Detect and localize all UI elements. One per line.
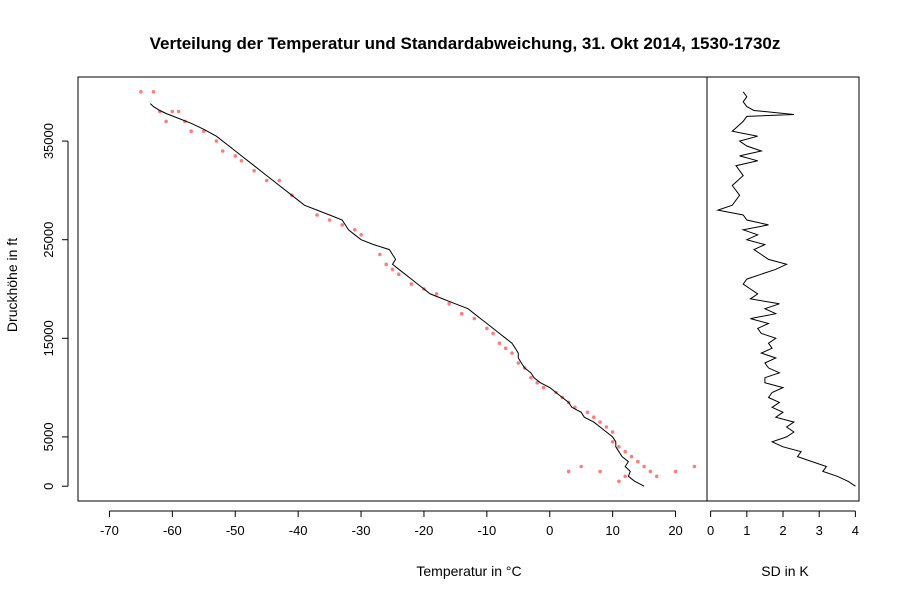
temperature-point [264, 178, 269, 183]
y-tick-label: 25000 [41, 222, 56, 258]
temperature-point [642, 464, 646, 469]
sd-tick-label: 3 [816, 523, 823, 538]
x-tick-label: 20 [668, 523, 682, 538]
standard-deviation-panel: 0 1 2 3 4 SD in K [706, 76, 860, 579]
chart-title: Verteilung der Temperatur und Standardab… [150, 34, 781, 53]
temperature-point [485, 326, 489, 331]
sd-tick-label: 4 [852, 523, 859, 538]
standard-deviation-line [715, 91, 856, 487]
temperature-point [252, 168, 256, 173]
temperature-point [390, 267, 395, 272]
temperature-point [315, 213, 319, 217]
x-axis-label: Temperatur in °C [416, 563, 521, 579]
temperature-point [164, 119, 168, 124]
temperature-point [170, 109, 175, 114]
temperature-point [434, 292, 439, 296]
pressure-y-ticks: 0 5000 15000 25000 35000 [41, 123, 69, 490]
temperature-point [327, 218, 332, 222]
temperature-point [239, 159, 244, 163]
temperature-point [378, 252, 382, 257]
temperature-point [598, 469, 602, 474]
y-tick-label: 15000 [41, 320, 56, 356]
temperature-point [139, 90, 143, 94]
x-tick-label: -10 [477, 523, 496, 538]
temperature-point [233, 154, 238, 158]
y-tick-label: 35000 [41, 123, 56, 159]
temperature-point [353, 228, 357, 232]
temperature-scatter-group [139, 90, 697, 484]
temperature-point [214, 139, 219, 143]
temperature-point [459, 311, 464, 316]
sd-x-ticks: 0 1 2 3 4 [707, 510, 859, 538]
x-tick-label: -70 [100, 523, 119, 538]
mean-temperature-line [149, 103, 645, 487]
temperature-point [516, 361, 521, 365]
temperature-point [472, 316, 477, 321]
sd-axis-label: SD in K [761, 563, 809, 579]
temperature-point [566, 469, 571, 474]
temperature-point [692, 464, 697, 469]
temperature-point [610, 430, 615, 434]
temperature-point [510, 351, 514, 355]
temperature-point [629, 454, 634, 459]
x-tick-label: 0 [546, 523, 553, 538]
temperature-point [648, 469, 653, 474]
y-axis-label: Druckhöhe in ft [4, 238, 20, 332]
temperature-point [636, 459, 640, 464]
temperature-point [541, 385, 546, 390]
temperature-point [409, 282, 414, 286]
temperature-point [585, 410, 590, 415]
temperature-point [397, 272, 401, 277]
temperature-point [610, 440, 615, 444]
x-tick-label: -60 [163, 523, 182, 538]
temperature-point [623, 449, 627, 454]
temperature-point [579, 464, 583, 469]
temperature-point [176, 109, 181, 114]
temperature-point [535, 380, 539, 385]
x-tick-label: -30 [352, 523, 371, 538]
temperature-point [654, 474, 659, 479]
temperature-panel: -70 -60 -50 -40 -30 -20 -10 0 10 20 0 5000 15000 250… [4, 76, 708, 579]
temperature-point [598, 420, 602, 424]
temperature-point [340, 223, 345, 227]
temperature-point [384, 262, 389, 267]
temperature-point [277, 178, 282, 183]
temperature-point [529, 375, 533, 380]
sd-tick-label: 1 [743, 523, 750, 538]
temperature-x-ticks: -70 -60 -50 -40 -30 -20 -10 0 10 20 [100, 510, 683, 538]
sd-tick-label: 2 [779, 523, 786, 538]
x-tick-label: -20 [415, 523, 434, 538]
temperature-point [604, 425, 609, 429]
temperature-point [189, 129, 193, 133]
temperature-point [220, 149, 225, 153]
temperature-point [503, 346, 508, 351]
temperature-point [447, 302, 451, 306]
temperature-point [491, 331, 495, 336]
right-plot-frame [706, 76, 860, 502]
temperature-point [617, 479, 621, 484]
x-tick-label: 10 [605, 523, 619, 538]
sd-tick-label: 0 [707, 523, 714, 538]
temperature-point [673, 469, 678, 474]
x-tick-label: -50 [226, 523, 245, 538]
temperature-point [617, 445, 621, 449]
y-tick-label: 0 [41, 483, 56, 490]
temperature-point [497, 341, 502, 346]
temperature-point [592, 415, 596, 420]
temperature-point [359, 233, 363, 237]
y-tick-label: 5000 [41, 422, 56, 451]
temperature-point [151, 90, 156, 94]
temperature-point [623, 474, 627, 479]
x-tick-label: -40 [289, 523, 308, 538]
